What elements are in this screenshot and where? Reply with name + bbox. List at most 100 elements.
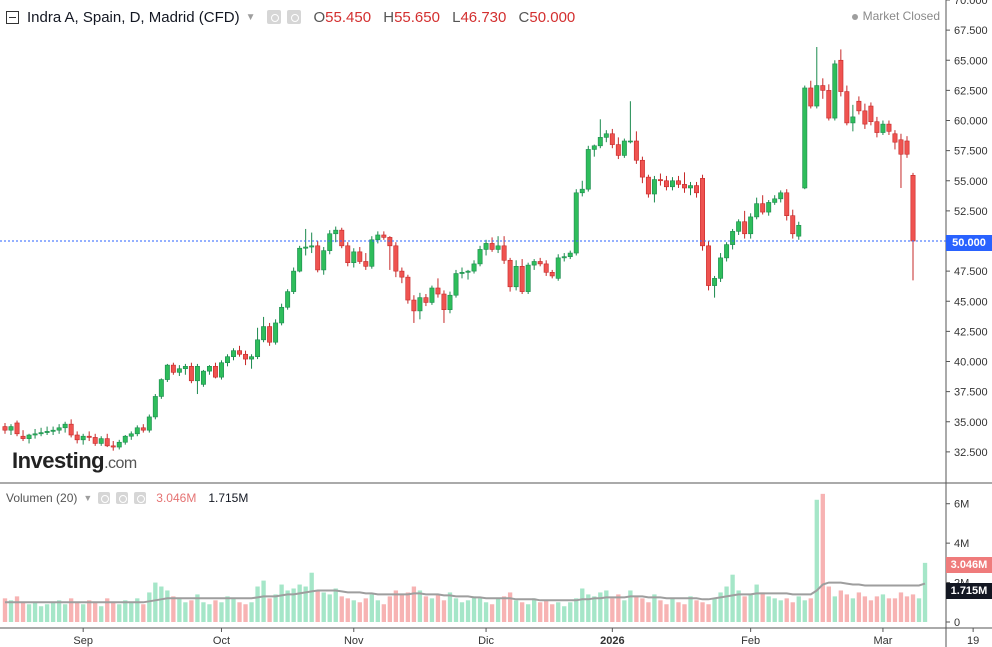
candle-body bbox=[748, 216, 754, 235]
volume-bar bbox=[574, 598, 579, 622]
volume-bar bbox=[81, 604, 86, 622]
volume-bar bbox=[682, 604, 687, 622]
candle-body bbox=[351, 251, 357, 263]
time-tick-label: 19 bbox=[967, 635, 979, 647]
volume-bar bbox=[802, 600, 807, 622]
candle-body bbox=[838, 59, 844, 92]
candle-body bbox=[399, 270, 405, 278]
settings-icon[interactable] bbox=[116, 492, 129, 504]
candle-body bbox=[182, 366, 188, 370]
candle-body bbox=[880, 123, 886, 133]
candle-body bbox=[255, 339, 261, 357]
candle-body bbox=[92, 437, 98, 444]
price-tick-label: 62.500 bbox=[954, 85, 988, 97]
volume-bar bbox=[483, 602, 489, 622]
collapse-legend-icon[interactable] bbox=[6, 10, 19, 24]
volume-bar bbox=[892, 598, 898, 622]
candle-body bbox=[74, 434, 80, 441]
volume-tick-label: 4M bbox=[954, 538, 969, 550]
candle-body bbox=[910, 175, 916, 242]
volume-bar bbox=[255, 586, 260, 622]
candle-body bbox=[405, 276, 411, 301]
candle-body bbox=[273, 322, 279, 343]
volume-bar bbox=[111, 602, 116, 622]
candle-body bbox=[892, 133, 898, 143]
candle-body bbox=[110, 445, 116, 448]
candle-body bbox=[321, 250, 327, 271]
candle-body bbox=[718, 257, 724, 279]
volume-bar bbox=[207, 604, 212, 622]
candle-body bbox=[507, 259, 513, 288]
candle-body bbox=[489, 243, 495, 250]
candle-body bbox=[249, 356, 255, 360]
price-tick-label: 65.000 bbox=[954, 55, 988, 67]
visibility-icon[interactable] bbox=[98, 492, 111, 504]
volume-bar bbox=[345, 598, 350, 622]
volume-bar bbox=[32, 602, 38, 622]
open-value: 55.450 bbox=[325, 8, 372, 26]
close-icon[interactable] bbox=[134, 492, 147, 504]
candle-body bbox=[140, 427, 146, 431]
volume-bar bbox=[658, 600, 663, 622]
candle-body bbox=[219, 362, 224, 378]
time-tick-label: Nov bbox=[344, 635, 364, 647]
candle-body bbox=[724, 244, 730, 259]
price-tick-label: 60.000 bbox=[954, 116, 988, 128]
volume-bar bbox=[459, 602, 465, 622]
instrument-title[interactable]: Indra A, Spain, D, Madrid (CFD) bbox=[27, 8, 240, 26]
candle-body bbox=[188, 366, 194, 382]
candle-body bbox=[62, 423, 68, 429]
candle-body bbox=[327, 233, 333, 251]
candle-body bbox=[832, 63, 838, 119]
candle-body bbox=[369, 239, 375, 267]
volume-current-value: 3.046M bbox=[156, 491, 197, 505]
volume-bar bbox=[393, 590, 399, 622]
candle-body bbox=[814, 85, 820, 107]
volume-bar bbox=[640, 598, 645, 622]
volume-bar bbox=[790, 602, 795, 622]
candle-body bbox=[375, 234, 381, 241]
price-tick-label: 67.500 bbox=[954, 25, 988, 37]
time-tick-label: Dic bbox=[478, 635, 494, 647]
volume-bar bbox=[387, 596, 393, 622]
candle-body bbox=[339, 229, 345, 247]
volume-indicator-title[interactable]: Volumen (20) bbox=[6, 491, 78, 505]
price-tick-label: 45.000 bbox=[954, 296, 988, 308]
volume-bar bbox=[135, 598, 140, 622]
settings-icon[interactable] bbox=[287, 10, 302, 24]
visibility-icon[interactable] bbox=[267, 10, 282, 24]
candle-body bbox=[447, 294, 453, 310]
candle-body bbox=[381, 234, 387, 238]
volume-bar bbox=[550, 604, 555, 622]
volume-bar bbox=[844, 594, 850, 622]
candle-body bbox=[597, 137, 603, 147]
candle-body bbox=[8, 426, 14, 431]
chevron-down-icon[interactable]: ▼ bbox=[83, 493, 93, 503]
volume-bar bbox=[507, 592, 513, 622]
volume-tick-label: 6M bbox=[954, 499, 969, 511]
volume-bar bbox=[562, 606, 567, 622]
volume-tick-label: 0 bbox=[954, 617, 960, 629]
candle-body bbox=[146, 416, 152, 431]
volume-bar bbox=[712, 598, 717, 622]
candle-body bbox=[128, 433, 134, 437]
volume-bar bbox=[501, 596, 507, 622]
candle-body bbox=[477, 249, 483, 265]
chevron-down-icon[interactable]: ▼ bbox=[245, 11, 256, 23]
candle-body bbox=[291, 270, 297, 292]
candle-body bbox=[615, 144, 621, 156]
candle-body bbox=[285, 291, 291, 308]
volume-bar bbox=[489, 604, 495, 622]
time-tick-label: Mar bbox=[873, 635, 892, 647]
candle-body bbox=[122, 435, 128, 443]
volume-bar bbox=[417, 590, 423, 622]
candle-body bbox=[754, 203, 760, 218]
price-tick-label: 52.500 bbox=[954, 206, 988, 218]
volume-bar bbox=[646, 602, 651, 622]
volume-bar bbox=[14, 596, 20, 622]
volume-bar bbox=[105, 598, 110, 622]
candle-body bbox=[621, 140, 627, 156]
volume-bar bbox=[718, 592, 723, 622]
volume-bar bbox=[26, 604, 32, 622]
